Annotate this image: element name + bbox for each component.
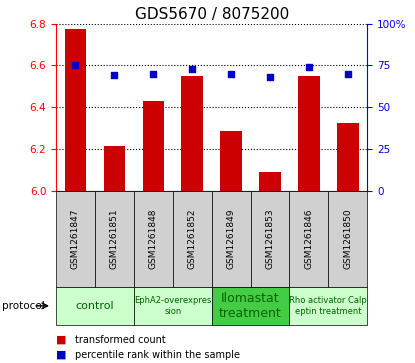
Text: Ilomastat
treatment: Ilomastat treatment <box>219 292 282 320</box>
Bar <box>143 101 164 191</box>
Bar <box>220 131 242 191</box>
Text: percentile rank within the sample: percentile rank within the sample <box>75 350 240 360</box>
Bar <box>134 287 212 325</box>
Point <box>189 66 195 72</box>
Bar <box>259 172 281 191</box>
Bar <box>95 191 134 287</box>
Bar <box>134 191 173 287</box>
Text: GSM1261847: GSM1261847 <box>71 208 80 269</box>
Text: GSM1261853: GSM1261853 <box>266 208 274 269</box>
Bar <box>337 123 359 191</box>
Text: EphA2-overexpres
sion: EphA2-overexpres sion <box>134 296 211 315</box>
Bar <box>290 191 328 287</box>
Point <box>111 73 118 78</box>
Bar <box>328 191 367 287</box>
Bar <box>212 191 251 287</box>
Text: ■: ■ <box>56 335 66 345</box>
Text: ■: ■ <box>56 350 66 360</box>
Text: GSM1261846: GSM1261846 <box>305 208 313 269</box>
Point <box>72 62 79 68</box>
Text: protocol: protocol <box>2 301 45 311</box>
Text: transformed count: transformed count <box>75 335 166 345</box>
Bar <box>298 76 320 191</box>
Bar <box>56 191 95 287</box>
Bar <box>212 287 289 325</box>
Bar <box>181 76 203 191</box>
Bar <box>104 146 125 191</box>
Point <box>228 71 234 77</box>
Bar <box>173 191 212 287</box>
Bar <box>65 29 86 191</box>
Text: GSM1261851: GSM1261851 <box>110 208 119 269</box>
Text: GSM1261848: GSM1261848 <box>149 208 158 269</box>
Text: Rho activator Calp
eptin treatment: Rho activator Calp eptin treatment <box>290 296 367 315</box>
Bar <box>251 191 289 287</box>
Point <box>150 71 156 77</box>
Point <box>267 74 273 80</box>
Text: GSM1261852: GSM1261852 <box>188 208 197 269</box>
Bar <box>56 287 134 325</box>
Text: GSM1261849: GSM1261849 <box>227 208 236 269</box>
Text: control: control <box>76 301 114 311</box>
Bar <box>290 287 367 325</box>
Title: GDS5670 / 8075200: GDS5670 / 8075200 <box>134 7 289 23</box>
Point <box>305 64 312 70</box>
Point <box>344 71 351 77</box>
Text: GSM1261850: GSM1261850 <box>343 208 352 269</box>
